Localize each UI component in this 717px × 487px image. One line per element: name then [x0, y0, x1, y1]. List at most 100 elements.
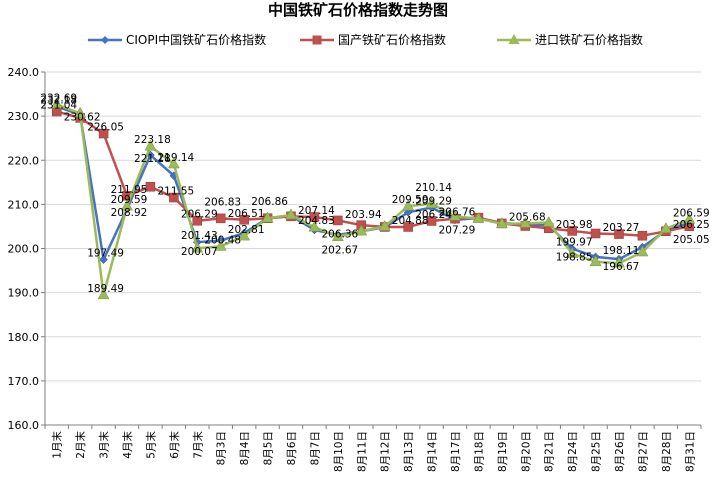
data-point — [495, 217, 508, 229]
x-tick-label: 8月6日 — [286, 431, 298, 465]
data-label: 203.98 — [556, 219, 593, 231]
data-label: 232.69 — [40, 92, 77, 104]
x-tick-label: 3月末 — [98, 431, 111, 459]
data-label: 200.48 — [204, 234, 241, 246]
x-tick-label: 8月3日 — [216, 431, 228, 465]
x-tick-label: 8月21日 — [544, 431, 556, 472]
chart-legend: CIOPI中国铁矿石价格指数 国产铁矿石价格指数 进口铁矿石价格指数 — [88, 32, 643, 47]
x-tick-label: 8月4日 — [239, 431, 251, 465]
data-label: 202.81 — [228, 224, 265, 236]
data-label: 200.07 — [181, 246, 218, 258]
data-point — [637, 230, 648, 241]
data-label: 206.25 — [673, 219, 710, 231]
data-label: 211.55 — [157, 186, 194, 198]
legend-square-icon — [312, 35, 322, 45]
x-tick-label: 2月末 — [74, 431, 87, 459]
data-point — [331, 230, 344, 241]
x-tick-label: 8月12日 — [380, 431, 392, 472]
chart-series — [50, 97, 696, 300]
data-label: 203.27 — [603, 222, 640, 234]
data-label: 206.29 — [181, 209, 218, 221]
data-label: 221.18 — [134, 153, 171, 165]
data-point — [542, 215, 555, 227]
x-tick-label: 8月20日 — [520, 431, 532, 472]
data-label: 209.59 — [392, 194, 429, 206]
y-tick-label: 170.0 — [8, 375, 40, 388]
data-label: 196.67 — [603, 261, 640, 273]
data-label: 202.67 — [321, 245, 358, 257]
series-line — [56, 103, 690, 297]
data-label: 206.24 — [415, 209, 452, 221]
data-label: 210.14 — [415, 182, 452, 194]
data-point — [145, 181, 156, 192]
data-label: 206.59 — [673, 207, 710, 219]
x-tick-label: 8月24日 — [567, 431, 579, 472]
data-point — [472, 212, 485, 223]
data-label: 204.83 — [298, 215, 335, 227]
legend-label: 国产铁矿石价格指数 — [338, 32, 446, 47]
data-point — [613, 256, 625, 268]
x-tick-label: 1月末 — [51, 431, 64, 459]
data-label: 205.05 — [673, 234, 710, 246]
data-label: 204.88 — [392, 215, 429, 227]
data-label: 197.49 — [87, 248, 124, 260]
y-tick-label: 190.0 — [8, 287, 40, 300]
x-tick-label: 8月14日 — [427, 431, 439, 472]
data-label: 189.49 — [87, 283, 124, 295]
x-tick-label: 8月17日 — [450, 431, 462, 472]
data-point — [567, 226, 577, 236]
y-tick-label: 200.0 — [8, 243, 40, 256]
data-point — [192, 215, 203, 226]
data-label: 231.04 — [40, 100, 77, 112]
data-point — [238, 229, 251, 241]
y-tick-label: 240.0 — [8, 66, 40, 79]
data-label: 205.68 — [509, 211, 546, 223]
x-tick-label: 8月27日 — [637, 431, 649, 472]
data-label: 211.95 — [111, 184, 148, 196]
data-point — [519, 216, 532, 228]
x-axis-ticks: 1月末 2月末 3月末 4月末 5月末 6月末 7月末 8月3日 8月4日 8月5日 8月6日 8月7… — [44, 425, 702, 472]
data-point — [215, 213, 226, 224]
legend-diamond-icon — [101, 36, 109, 44]
x-tick-label: 8月13日 — [403, 431, 415, 472]
x-tick-label: 8月5日 — [263, 431, 275, 465]
series-3 — [50, 97, 696, 300]
data-point — [378, 219, 391, 231]
data-label: 206.83 — [204, 196, 241, 208]
data-label: 223.18 — [134, 134, 171, 146]
data-label: 206.36 — [321, 228, 358, 240]
data-point — [355, 224, 368, 236]
data-point — [98, 128, 109, 139]
x-tick-label: 8月7日 — [309, 431, 321, 465]
data-label: 199.97 — [556, 237, 593, 249]
data-label: 208.92 — [111, 207, 148, 219]
data-point — [636, 245, 649, 257]
data-point — [566, 247, 579, 258]
x-tick-label: 8月26日 — [614, 431, 626, 472]
data-point — [614, 229, 624, 239]
x-tick-label: 5月末 — [144, 431, 157, 459]
data-label: 198.11 — [603, 245, 640, 257]
x-tick-label: 8月28日 — [661, 431, 673, 472]
y-axis-ticks: 160.0 170.0 180.0 190.0 200.0 210.0 220.0 230.0… — [8, 66, 45, 432]
data-point — [589, 255, 602, 266]
data-label: 206.76 — [439, 207, 476, 219]
x-tick-label: 7月末 — [191, 431, 204, 459]
x-tick-label: 6月末 — [168, 431, 181, 459]
series-line — [56, 110, 690, 237]
x-tick-label: 8月11日 — [356, 431, 368, 472]
data-label: 207.29 — [439, 224, 476, 236]
data-label: 206.86 — [251, 196, 288, 208]
x-tick-label: 8月18日 — [473, 431, 485, 472]
data-label: 230.62 — [64, 111, 101, 123]
chart-title: 中国铁矿石价格指数走势图 — [268, 1, 448, 19]
data-point — [50, 97, 63, 109]
x-tick-label: 8月25日 — [591, 431, 603, 472]
data-point — [285, 208, 297, 220]
data-point — [425, 197, 438, 209]
data-label: 207.14 — [298, 205, 335, 217]
x-tick-label: 8月31日 — [684, 431, 696, 472]
legend-label: CIOPI中国铁矿石价格指数 — [126, 32, 266, 47]
